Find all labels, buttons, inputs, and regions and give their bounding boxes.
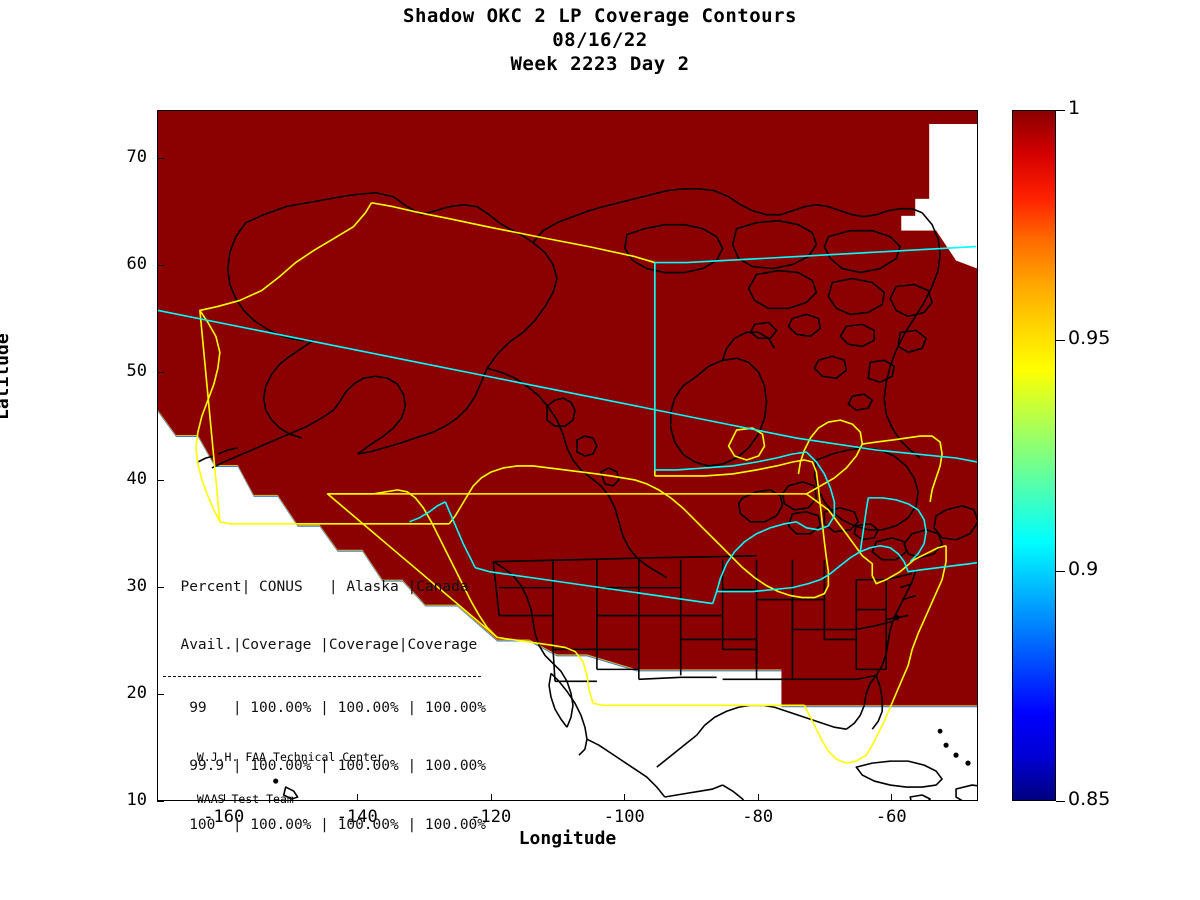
x-tick-label: -60 bbox=[875, 807, 907, 827]
y-tick-mark bbox=[157, 372, 164, 374]
x-tick-label: -140 bbox=[336, 807, 378, 827]
coverage-stats-table: Percent| CONUS | Alaska |Canada Avail.|C… bbox=[163, 558, 486, 835]
title-line-3: Week 2223 Day 2 bbox=[510, 53, 690, 75]
y-tick-label: 60 bbox=[126, 254, 147, 275]
y-tick-label: 20 bbox=[126, 682, 147, 703]
colorbar-tick-mark bbox=[1056, 801, 1065, 802]
title-line-1: Shadow OKC 2 LP Coverage Contours bbox=[403, 5, 797, 27]
colorbar-tick-mark bbox=[1056, 110, 1065, 111]
x-axis-title: Longitude bbox=[518, 828, 617, 849]
x-tick-label: -120 bbox=[470, 807, 512, 827]
coastlines-layer bbox=[197, 187, 977, 800]
y-axis-title: Latitude bbox=[0, 333, 13, 420]
y-tick-mark bbox=[157, 158, 164, 160]
colorbar-tick-label: 0.85 bbox=[1068, 788, 1111, 810]
stats-row-100: 100 | 100.00% | 100.00% | 100.00% bbox=[180, 816, 487, 833]
y-tick-label: 40 bbox=[126, 468, 147, 489]
y-tick-mark bbox=[157, 693, 164, 695]
y-tick-label: 30 bbox=[126, 575, 147, 596]
credit-line-2: WAAS Test Team bbox=[196, 792, 294, 806]
coverage-region-fill bbox=[158, 111, 977, 706]
stats-row-99: 99 | 100.00% | 100.00% | 100.00% bbox=[180, 699, 487, 716]
stats-header-row-1: Percent| CONUS | Alaska |Canada bbox=[180, 578, 469, 595]
availability-colorbar bbox=[1012, 110, 1056, 801]
canada-service-volume-outline bbox=[158, 245, 977, 605]
credit-text: W.J.H. FAA Technical Center WAAS Test Te… bbox=[183, 736, 384, 806]
colorbar-tick-label: 1 bbox=[1068, 97, 1081, 119]
colorbar-tick-label: 0.9 bbox=[1068, 557, 1099, 580]
x-tick-mark bbox=[757, 794, 759, 801]
y-tick-label: 70 bbox=[126, 147, 147, 168]
conus-service-volume-outline bbox=[195, 201, 947, 764]
coverage-map-svg bbox=[158, 111, 977, 800]
x-tick-label: -100 bbox=[603, 807, 645, 827]
stats-header-row-2: Avail.|Coverage |Coverage|Coverage bbox=[180, 637, 478, 653]
colorbar-tick-label: 0.95 bbox=[1068, 327, 1111, 350]
map-plot-area bbox=[157, 110, 978, 801]
chart-title-block: Shadow OKC 2 LP Coverage Contours 08/16/… bbox=[0, 4, 1200, 76]
stats-row-99-9: 99.9 | 100.00% | 100.00% | 100.00% bbox=[180, 758, 487, 774]
x-tick-mark bbox=[891, 794, 893, 801]
x-tick-label: -160 bbox=[203, 807, 245, 827]
x-tick-mark bbox=[624, 794, 626, 801]
colorbar-tick-mark bbox=[1056, 340, 1065, 342]
y-tick-label: 10 bbox=[126, 790, 147, 810]
title-line-2: 08/16/22 bbox=[552, 29, 648, 51]
colorbar-gradient bbox=[1013, 111, 1055, 800]
y-tick-mark bbox=[157, 479, 164, 481]
stats-table-rule bbox=[163, 676, 481, 677]
x-tick-mark bbox=[357, 794, 359, 801]
colorbar-tick-mark bbox=[1056, 570, 1065, 572]
y-tick-mark bbox=[157, 801, 164, 802]
x-tick-mark bbox=[490, 794, 492, 801]
x-tick-label: -80 bbox=[742, 807, 774, 827]
y-tick-mark bbox=[157, 265, 164, 267]
y-tick-mark bbox=[157, 586, 164, 588]
x-tick-mark bbox=[223, 794, 225, 801]
y-tick-label: 50 bbox=[126, 361, 147, 382]
credit-line-1: W.J.H. FAA Technical Center bbox=[196, 750, 384, 764]
